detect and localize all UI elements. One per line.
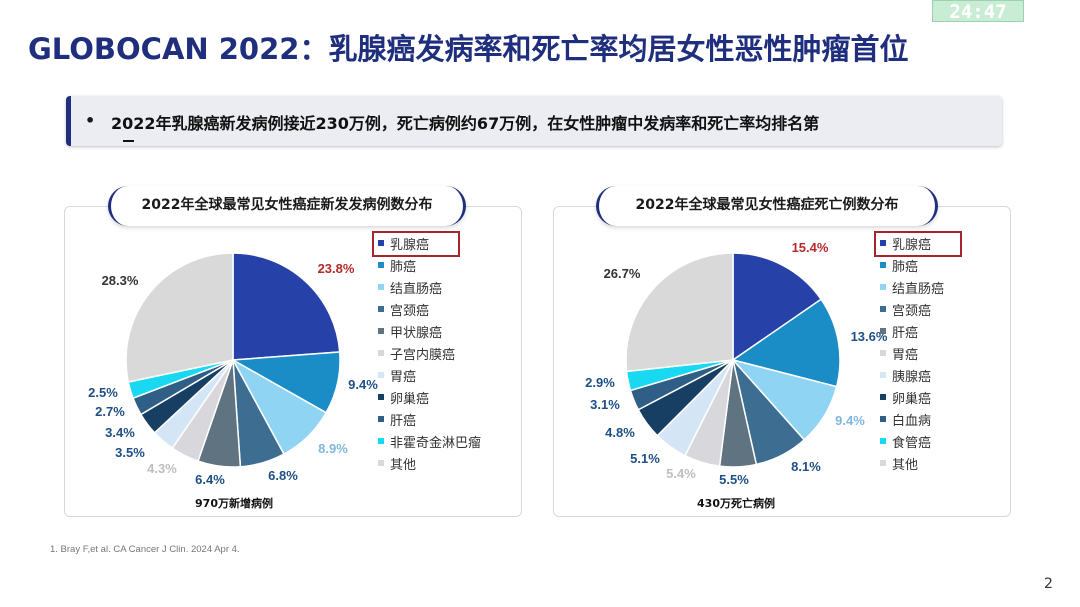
slice-value-label: 9.4% [835, 413, 865, 428]
slice-value-label: 13.6% [851, 329, 888, 344]
incidence-pie-chart: 23.8% 9.4% 8.9% 6.8% 6.4% 4.3%3.5% 3.4% 2.7% 2.5… [88, 231, 481, 510]
slice-value-label: 3.1% [590, 397, 620, 412]
legend-label: 其他 [892, 458, 918, 473]
mortality-pie-chart: 15.4% 13.6% 9.4% 8.1% 5.5% 5.4% 5.1% 4.8% 3.1% 2.… [585, 231, 962, 510]
legend-label: 宫颈癌 [892, 303, 931, 319]
pie-slice-11 [125, 252, 234, 383]
pie-slice-1 [732, 252, 823, 362]
slice-value-label: 8.9% [318, 441, 348, 456]
legend-highlight-box [874, 231, 962, 257]
legend-swatch [378, 372, 384, 378]
legend-label: 结直肠癌 [390, 281, 442, 297]
legend-label: 结直肠癌 [892, 281, 944, 297]
slice-value-label: 9.4% [348, 377, 378, 392]
legend-label: 食管癌 [892, 435, 931, 451]
legend-swatch [378, 394, 384, 400]
summary-bullet: • [85, 111, 96, 130]
pie-slice-11 [625, 252, 734, 373]
legend-swatch [378, 240, 384, 246]
legend-label: 胃癌 [892, 347, 918, 363]
legend-label: 宫颈癌 [390, 303, 429, 319]
summary-continuation-mark [123, 140, 134, 142]
summary-box: • 2022年乳腺癌新发病例接近230万例，死亡病例约67万例，在女性肿瘤中发病… [66, 96, 1002, 146]
pie-slice-1 [232, 252, 341, 361]
slice-value-label: 28.3% [102, 273, 139, 288]
legend-swatch [378, 350, 384, 356]
slice-value-label: 2.5% [88, 385, 118, 400]
legend-highlight-box [372, 231, 460, 257]
reference-footnote: 1. Bray F,et al. CA Cancer J Clin. 2024 … [50, 544, 240, 555]
slice-value-label: 4.3% [147, 461, 177, 476]
slice-value-label: 5.5% [719, 472, 749, 487]
legend-swatch [880, 284, 886, 290]
legend-swatch [880, 262, 886, 268]
legend-label: 子宫内膜癌 [390, 347, 455, 363]
legend-swatch [880, 328, 886, 334]
chart-caption: 430万死亡病例 [697, 496, 775, 510]
legend-swatch [378, 306, 384, 312]
slice-value-label: 6.4% [195, 472, 225, 487]
legend-label: 肝癌 [390, 413, 416, 429]
legend-swatch [378, 262, 384, 268]
slice-value-label: 2.7% [95, 404, 125, 419]
legend-label: 乳腺癌 [390, 237, 429, 253]
slice-value-label: 8.1% [791, 459, 821, 474]
timer-display: 24:47 [932, 0, 1024, 23]
legend-label: 肺癌 [390, 259, 416, 275]
legend-label: 卵巢癌 [390, 391, 429, 407]
pie-slice-2 [731, 298, 841, 388]
slice-value-label: 3.5% [115, 445, 145, 460]
legend-swatch [880, 372, 886, 378]
legend-label: 肝癌 [892, 325, 918, 341]
legend-swatch [880, 240, 886, 246]
slice-value-label: 6.8% [268, 468, 298, 483]
slice-value-label: 26.7% [604, 266, 641, 281]
slice-value-label: 23.8% [318, 261, 355, 276]
page-title: GLOBOCAN 2022：乳腺癌发病率和死亡率均居女性恶性肿瘤首位 [28, 32, 909, 66]
legend-label: 非霍奇金淋巴瘤 [390, 435, 481, 451]
legend-label: 肺癌 [892, 259, 918, 275]
legend-swatch [880, 460, 886, 466]
legend-swatch [880, 306, 886, 312]
legend-swatch [378, 416, 384, 422]
legend-swatch [378, 328, 384, 334]
legend-swatch [378, 460, 384, 466]
slice-value-label: 15.4% [792, 240, 829, 255]
mortality-chart-title: 2022年全球最常见女性癌症死亡例数分布 [596, 186, 938, 226]
legend-label: 甲状腺癌 [390, 325, 442, 341]
legend-swatch [378, 438, 384, 444]
legend-swatch [378, 284, 384, 290]
chart-caption: 970万新增病例 [195, 496, 273, 510]
legend-label: 胃癌 [390, 369, 416, 385]
legend-label: 乳腺癌 [892, 237, 931, 253]
slice-value-label: 4.8% [605, 425, 635, 440]
legend-swatch [880, 416, 886, 422]
slice-value-label: 5.4% [666, 466, 696, 481]
page-number: 2 [1044, 576, 1053, 592]
legend-label: 其他 [390, 458, 416, 473]
incidence-chart-title: 2022年全球最常见女性癌症新发发病例数分布 [108, 186, 466, 226]
legend-swatch [880, 438, 886, 444]
slice-value-label: 2.9% [585, 375, 615, 390]
legend-label: 卵巢癌 [892, 391, 931, 407]
legend-label: 白血病 [892, 413, 931, 429]
slice-value-label: 3.4% [105, 425, 135, 440]
legend-swatch [880, 350, 886, 356]
slice-value-label: 5.1% [630, 451, 660, 466]
summary-text: 2022年乳腺癌新发病例接近230万例，死亡病例约67万例，在女性肿瘤中发病率和… [111, 114, 820, 133]
legend-label: 胰腺癌 [892, 369, 931, 385]
legend-swatch [880, 394, 886, 400]
